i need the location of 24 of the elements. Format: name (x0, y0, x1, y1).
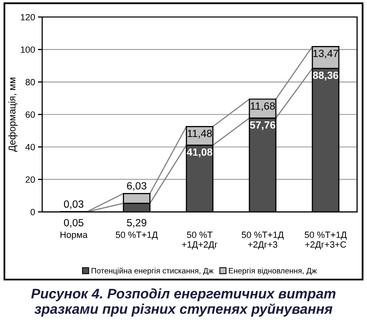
data-label: 11,48 (188, 130, 212, 138)
y-tick-label: 120 (20, 14, 35, 20)
data-label: 11,68 (250, 102, 275, 111)
data-label: 13,47 (313, 50, 338, 58)
data-label: 0,05 (64, 218, 84, 228)
data-label: 41,08 (186, 148, 212, 158)
y-axis-title: Деформація, мм (8, 78, 18, 152)
data-label: 0,03 (64, 200, 84, 209)
x-tick-label: 50 %Т +1Д+2Дг (182, 232, 218, 250)
x-tick-label: 50 %Т+1Д +2Дг+3+С (304, 232, 347, 250)
y-tick-label: 0 (30, 208, 35, 216)
data-label: 5,29 (126, 218, 146, 228)
x-tick-label: 50 %Т+1Д (116, 232, 158, 240)
data-label: 57,76 (250, 121, 276, 130)
data-label: 6,03 (127, 182, 146, 191)
y-tick-label: 80 (26, 78, 35, 86)
data-label: 88,36 (312, 72, 338, 80)
x-tick-label: Норма (60, 232, 88, 240)
text: Рисунок 4. Розподіл енергетичних витрат зразками при різних ступенях руйнування (31, 288, 336, 317)
y-tick-label: 40 (25, 144, 35, 150)
y-tick-label: 60 (26, 111, 35, 118)
x-tick-label: 50 %Т+1Д +2Дг+3 (242, 232, 284, 250)
y-tick-label: 20 (26, 176, 35, 183)
y-tick-label: 100 (20, 46, 35, 53)
